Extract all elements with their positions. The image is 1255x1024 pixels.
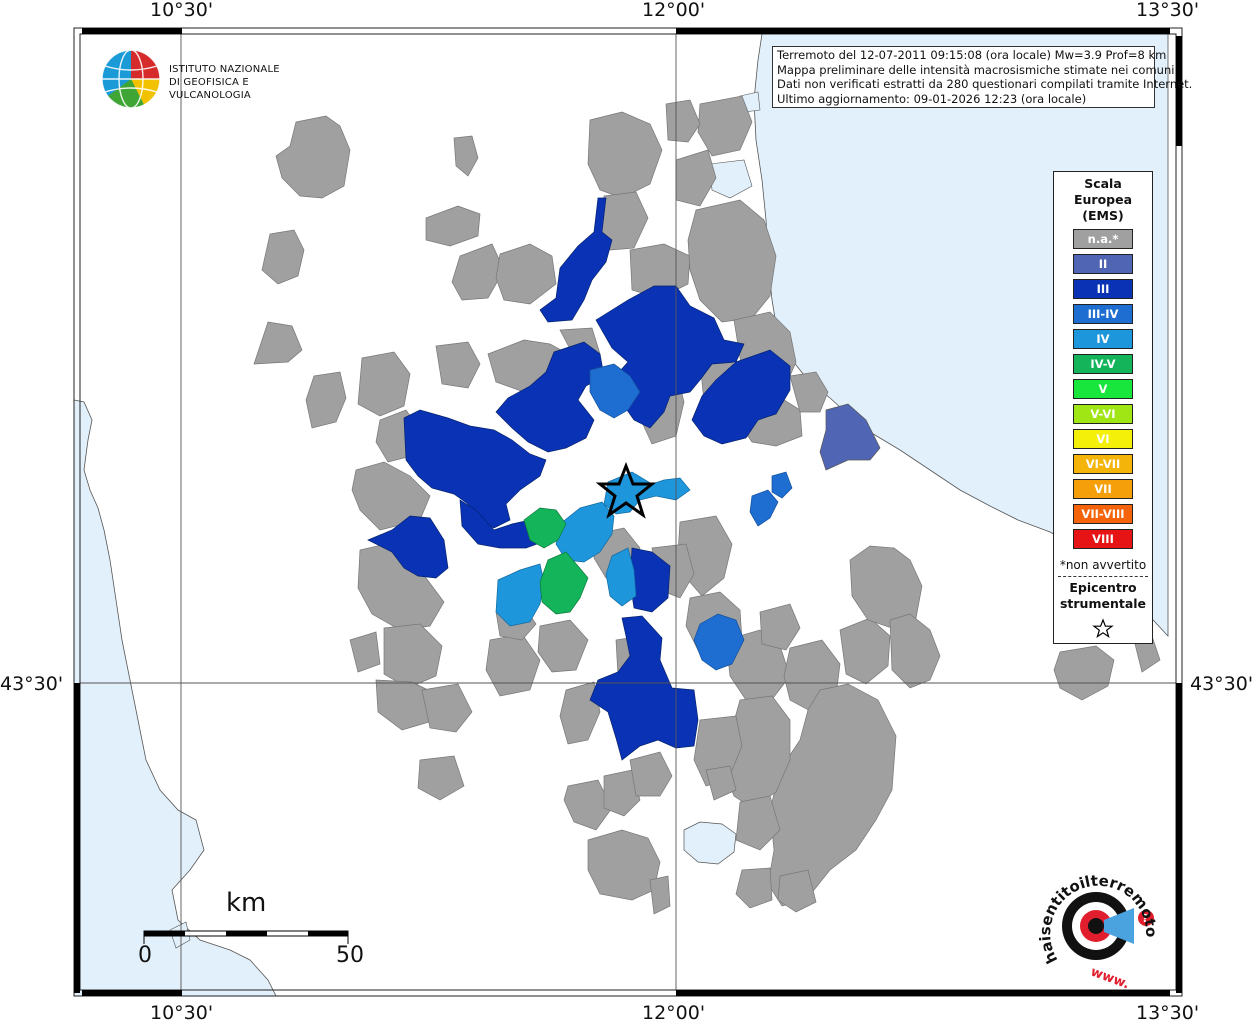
- legend-item-5: IV-V: [1073, 354, 1133, 374]
- scale-min-label: 0: [138, 943, 152, 968]
- legend-title: Scala Europea (EMS): [1054, 176, 1152, 224]
- lon-label-bottom-2: 12°00': [642, 1002, 706, 1024]
- legend-item-12: VIII: [1073, 529, 1133, 549]
- map-frame: [73, 27, 1183, 997]
- legend-item-4: IV: [1073, 329, 1133, 349]
- lon-label-top-3: 13°30': [1136, 0, 1200, 21]
- sea-tyrrhenian: [73, 399, 277, 997]
- event-info-line2: Mappa preliminare delle intensità macros…: [777, 62, 1175, 77]
- legend-note: *non avvertito: [1059, 558, 1147, 572]
- lat-label-right: 43°30': [1190, 673, 1254, 695]
- legend-item-10: VII: [1073, 479, 1133, 499]
- municipality-intensity-II: [819, 403, 881, 471]
- haisentito-logo: ? haisentitoilterremoto.it www.: [1030, 860, 1160, 990]
- lake-trasimeno: [683, 821, 737, 865]
- lon-label-top-1: 10°30': [150, 0, 214, 21]
- lon-label-bottom-1: 10°30': [150, 1002, 214, 1024]
- scale-unit-label: km: [226, 888, 267, 918]
- municipalities-intensity-IV-V: [523, 507, 589, 615]
- legend-item-2: III: [1073, 279, 1133, 299]
- scale-bar: [143, 930, 349, 944]
- institute-name-line1: ISTITUTO NAZIONALE: [169, 64, 280, 75]
- svg-text:?: ?: [1142, 912, 1148, 925]
- lon-label-top-2: 12°00': [642, 0, 706, 21]
- epicenter-star-icon[interactable]: [595, 461, 657, 519]
- legend-epicenter-line2: strumentale: [1059, 596, 1147, 611]
- intensity-legend: Scala Europea (EMS) n.a.* II III III-IV IV IV…: [1053, 171, 1153, 644]
- legend-item-1: II: [1073, 254, 1133, 274]
- legend-item-11: VII-VIII: [1073, 504, 1133, 524]
- institute-name: ISTITUTO NAZIONALE DI GEOFISICA E VULCAN…: [169, 63, 330, 102]
- event-info-box: Terremoto del 12-07-2011 09:15:08 (ora l…: [772, 46, 1193, 108]
- institute-name-line2: DI GEOFISICA E VULCANOLOGIA: [169, 77, 251, 101]
- legend-item-0: n.a.*: [1073, 229, 1133, 249]
- legend-title-line3: (EMS): [1082, 208, 1124, 223]
- legend-title-line1: Scala: [1084, 176, 1122, 191]
- ingv-globe-logo-icon: [101, 49, 161, 109]
- legend-item-6: V: [1073, 379, 1133, 399]
- lon-label-bottom-3: 13°30': [1136, 1002, 1200, 1024]
- watermark-prefix: www.: [1088, 965, 1131, 990]
- legend-separator: [1058, 576, 1148, 577]
- event-info-line4: Ultimo aggiornamento: 09-01-2026 12:23 (…: [777, 91, 1087, 106]
- scale-max-label: 50: [336, 943, 364, 968]
- legend-title-line2: Europea: [1073, 192, 1133, 207]
- event-info-line1: Terremoto del 12-07-2011 09:15:08 (ora l…: [777, 48, 1167, 62]
- ingv-logo: ISTITUTO NAZIONALE DI GEOFISICA E VULCAN…: [100, 48, 330, 110]
- legend-epicenter-line1: Epicentro: [1069, 580, 1137, 595]
- municipalities-intensity-III-IV: [589, 363, 793, 671]
- legend-epicenter-label: Epicentro strumentale: [1054, 580, 1152, 612]
- event-info-line3: Dati non verificati estratti da 280 ques…: [777, 77, 1193, 91]
- legend-item-3: III-IV: [1073, 304, 1133, 324]
- legend-items: n.a.* II III III-IV IV IV-V V V-VI VI VI-VII VII VI…: [1054, 229, 1152, 549]
- legend-item-7: V-VI: [1073, 404, 1133, 424]
- legend-item-8: VI: [1073, 429, 1133, 449]
- legend-star-icon: [1054, 618, 1152, 644]
- legend-item-9: VI-VII: [1073, 454, 1133, 474]
- graticule: [80, 34, 1176, 990]
- lat-label-left: 43°30': [0, 673, 64, 695]
